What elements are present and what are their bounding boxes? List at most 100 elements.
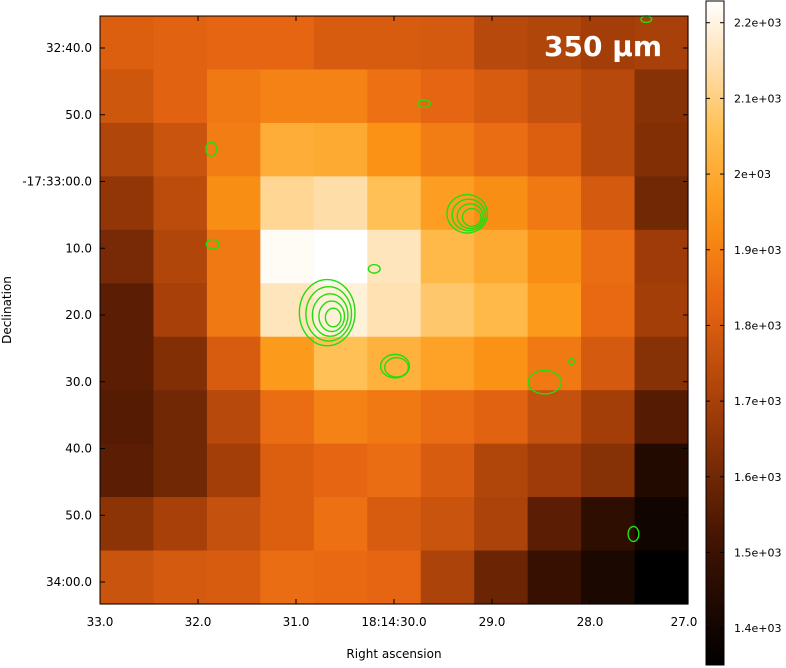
heatmap-cell (367, 229, 422, 284)
heatmap-cell (260, 550, 315, 605)
x-tick-label: 32.0 (185, 615, 212, 629)
contour-line (451, 198, 487, 232)
heatmap-cell (260, 16, 315, 71)
colorbar-tick-label: 2e+03 (734, 168, 771, 181)
heatmap-cell (206, 229, 261, 284)
heatmap-cell (474, 122, 529, 177)
heatmap-cell (474, 229, 529, 284)
heatmap-cell (313, 443, 368, 498)
heatmap-cell (206, 497, 261, 552)
contour-line (324, 307, 342, 328)
heatmap-cell (527, 69, 582, 124)
contour-line (416, 99, 432, 109)
heatmap-cell (527, 16, 582, 71)
heatmap-cell (420, 443, 475, 498)
heatmap-cell (367, 122, 422, 177)
contour-line (298, 278, 356, 347)
colorbar-tick-label: 1.5e+03 (734, 546, 781, 559)
heatmap-cell (260, 69, 315, 124)
heatmap-cell (260, 497, 315, 552)
contour-line (311, 293, 349, 337)
heatmap-cell (527, 283, 582, 338)
heatmap-cell (100, 229, 155, 284)
heatmap-cell (527, 390, 582, 445)
heatmap-cell (474, 497, 529, 552)
heatmap-cell (100, 390, 155, 445)
heatmap-cell (153, 69, 208, 124)
colorbar-tick-label: 1.9e+03 (734, 244, 781, 257)
heatmap-cell (420, 550, 475, 605)
heatmap-cell (474, 336, 529, 391)
heatmap-cell (367, 283, 422, 338)
contour-line (446, 193, 489, 234)
colorbar-ticks: 2.2e+03 2.1e+03 2e+03 1.9e+03 1.8e+03 1.7e+03… (706, 17, 781, 635)
x-axis: 33.0 32.0 31.0 18:14:30.0 29.0 28.0 27.0 (87, 16, 698, 629)
heatmap-cell (100, 122, 155, 177)
x-tick-label: 27.0 (671, 615, 698, 629)
contour-line (205, 141, 218, 157)
heatmap-cell (206, 176, 261, 231)
heatmap-cell (260, 443, 315, 498)
heatmap-cell (581, 16, 636, 71)
heatmap-cell (634, 176, 689, 231)
heatmap-cell (634, 122, 689, 177)
heatmap-cell (527, 497, 582, 552)
heatmap-cell (100, 176, 155, 231)
heatmap-cell (420, 336, 475, 391)
heatmap-cell (153, 283, 208, 338)
heatmap-cell (367, 176, 422, 231)
contour-line (527, 369, 563, 395)
heatmap-cell (474, 550, 529, 605)
y-tick-label: 50.0 (65, 108, 92, 122)
heatmap-cell (634, 229, 689, 284)
heatmap-cell (581, 69, 636, 124)
heatmap-cell (100, 283, 155, 338)
heatmap-cell (206, 69, 261, 124)
contour-line (318, 300, 346, 333)
colorbar (705, 0, 725, 666)
heatmap-cell (367, 443, 422, 498)
heatmap-cell (474, 176, 529, 231)
heatmap-cell (474, 390, 529, 445)
heatmap-cell (581, 176, 636, 231)
heatmap-cell (100, 336, 155, 391)
heatmap-cell (100, 69, 155, 124)
contour-line (627, 525, 640, 543)
heatmap-cell (367, 497, 422, 552)
heatmap-cell (153, 176, 208, 231)
heatmap-cell (581, 229, 636, 284)
y-axis: 32:40.0 50.0 -17:33:00.0 10.0 20.0 30.0 40.0 50… (22, 41, 688, 589)
heatmap-cell (581, 336, 636, 391)
contour-line (461, 207, 482, 227)
contour-overlay (205, 15, 653, 543)
heatmap-cell (474, 16, 529, 71)
heatmap-cell (581, 443, 636, 498)
heatmap-cell (206, 336, 261, 391)
contour-line (379, 353, 411, 379)
heatmap-cell (100, 550, 155, 605)
heatmap-cell (634, 497, 689, 552)
heatmap-cell (420, 283, 475, 338)
heatmap-cell (527, 176, 582, 231)
x-tick-label: 33.0 (87, 615, 114, 629)
y-tick-label: 40.0 (65, 442, 92, 456)
colorbar-tick-label: 2.2e+03 (734, 17, 781, 30)
heatmap-cell (313, 16, 368, 71)
heatmap-cell (581, 390, 636, 445)
contour-line (305, 285, 353, 342)
heatmap-cell (527, 443, 582, 498)
contour-line (568, 357, 575, 366)
heatmap-cell (581, 283, 636, 338)
heatmap-cell (420, 390, 475, 445)
heatmap-cell (153, 229, 208, 284)
y-axis-title: Declination (0, 276, 14, 344)
wavelength-label: 350 μm (544, 30, 662, 63)
heatmap-cell (260, 336, 315, 391)
y-tick-label: 30.0 (65, 375, 92, 389)
heatmap-cell (153, 390, 208, 445)
heatmap-cell (153, 122, 208, 177)
heatmap-cell (367, 16, 422, 71)
heatmap-cell (367, 69, 422, 124)
heatmap-cell (153, 16, 208, 71)
